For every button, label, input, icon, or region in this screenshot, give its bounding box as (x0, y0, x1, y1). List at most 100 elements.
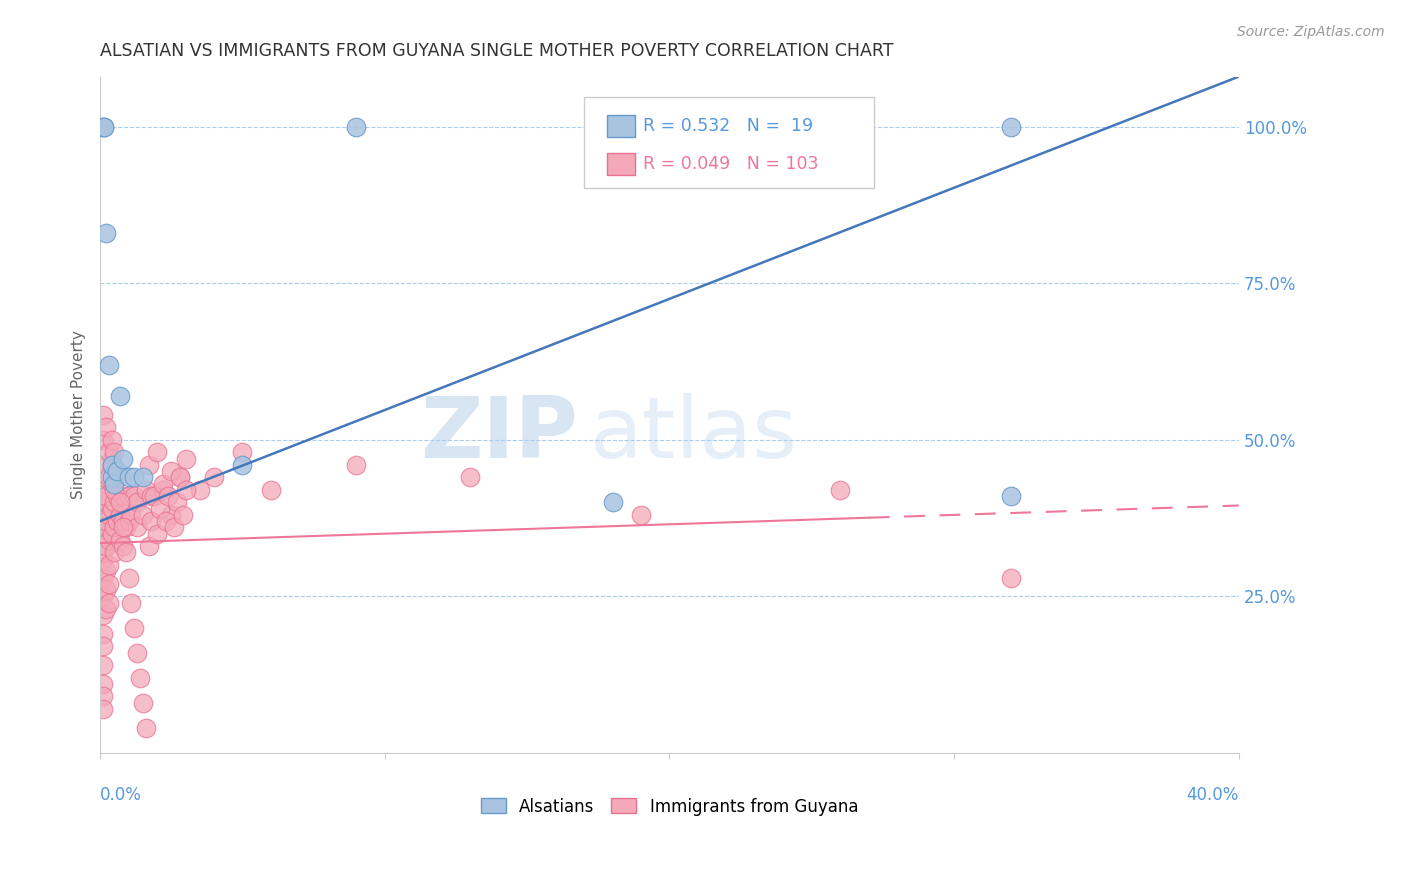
Point (91, 570, 114, 584)
Point (91, 677, 114, 691)
Point (344, 458, 367, 472)
Point (111, 451, 134, 466)
Point (105, 514, 128, 528)
Point (166, 495, 188, 509)
Point (97, 445, 120, 459)
Point (114, 520, 136, 534)
Point (231, 458, 253, 472)
Point (120, 596, 142, 610)
Text: R = 0.532   N =  19: R = 0.532 N = 19 (644, 117, 814, 135)
Point (94, 420, 117, 434)
Point (127, 495, 149, 509)
Point (117, 514, 139, 528)
Point (94, 514, 117, 528)
Point (458, 470, 481, 484)
Point (157, 489, 180, 503)
Point (91, 608, 114, 623)
Point (111, 520, 134, 534)
Point (146, 445, 169, 459)
Point (344, 120, 367, 134)
Point (1000, 570, 1022, 584)
Point (100, 470, 122, 484)
Point (135, 721, 157, 735)
Point (91, 520, 114, 534)
Text: ZIP: ZIP (420, 393, 578, 476)
Point (100, 458, 122, 472)
Point (108, 533, 131, 547)
Point (124, 489, 146, 503)
Text: Source: ZipAtlas.com: Source: ZipAtlas.com (1237, 25, 1385, 39)
Point (108, 389, 131, 403)
Text: ALSATIAN VS IMMIGRANTS FROM GUYANA SINGLE MOTHER POVERTY CORRELATION CHART: ALSATIAN VS IMMIGRANTS FROM GUYANA SINGL… (100, 42, 894, 60)
Point (97, 533, 120, 547)
Legend: Alsatians, Immigrants from Guyana: Alsatians, Immigrants from Guyana (474, 791, 865, 822)
Point (91, 551, 114, 566)
Point (91, 640, 114, 654)
FancyBboxPatch shape (607, 153, 636, 175)
Point (105, 470, 128, 484)
Point (91, 526, 114, 541)
Point (160, 508, 183, 522)
Point (143, 489, 166, 503)
Point (108, 495, 131, 509)
Point (141, 514, 163, 528)
Point (152, 483, 174, 497)
Point (91, 495, 114, 509)
Point (124, 470, 146, 484)
Point (103, 483, 125, 497)
Point (94, 602, 117, 616)
Point (91, 658, 114, 673)
Point (91, 690, 114, 704)
Point (91, 470, 114, 484)
Point (94, 458, 117, 472)
Point (103, 476, 125, 491)
Point (117, 570, 139, 584)
Point (1000, 489, 1022, 503)
Point (91, 545, 114, 559)
Point (111, 489, 134, 503)
Point (93, 120, 115, 134)
Y-axis label: Single Mother Poverty: Single Mother Poverty (72, 330, 86, 500)
Text: atlas: atlas (589, 393, 797, 476)
Point (91, 508, 114, 522)
Point (117, 489, 139, 503)
Point (132, 508, 155, 522)
Point (97, 358, 120, 372)
Point (94, 539, 117, 553)
Point (172, 508, 194, 522)
FancyBboxPatch shape (583, 97, 875, 188)
Point (155, 514, 177, 528)
Point (100, 451, 122, 466)
Point (91, 702, 114, 716)
Point (160, 464, 183, 478)
Point (202, 470, 225, 484)
Point (231, 445, 253, 459)
Point (103, 520, 125, 534)
Point (105, 464, 128, 478)
Point (117, 470, 139, 484)
Point (97, 596, 120, 610)
Point (114, 545, 136, 559)
Text: 40.0%: 40.0% (1187, 786, 1239, 805)
Point (91, 433, 114, 447)
Point (129, 671, 152, 685)
Point (141, 489, 163, 503)
Point (260, 483, 283, 497)
Text: R = 0.049   N = 103: R = 0.049 N = 103 (644, 155, 818, 173)
Point (630, 508, 652, 522)
Point (127, 646, 149, 660)
Point (830, 483, 852, 497)
Point (146, 526, 169, 541)
Point (124, 621, 146, 635)
Point (138, 458, 160, 472)
Point (169, 470, 191, 484)
Point (100, 433, 122, 447)
Point (188, 483, 211, 497)
Point (169, 470, 191, 484)
Point (103, 445, 125, 459)
Point (111, 539, 134, 553)
Point (103, 545, 125, 559)
Point (135, 483, 157, 497)
Point (602, 495, 624, 509)
Point (100, 476, 122, 491)
